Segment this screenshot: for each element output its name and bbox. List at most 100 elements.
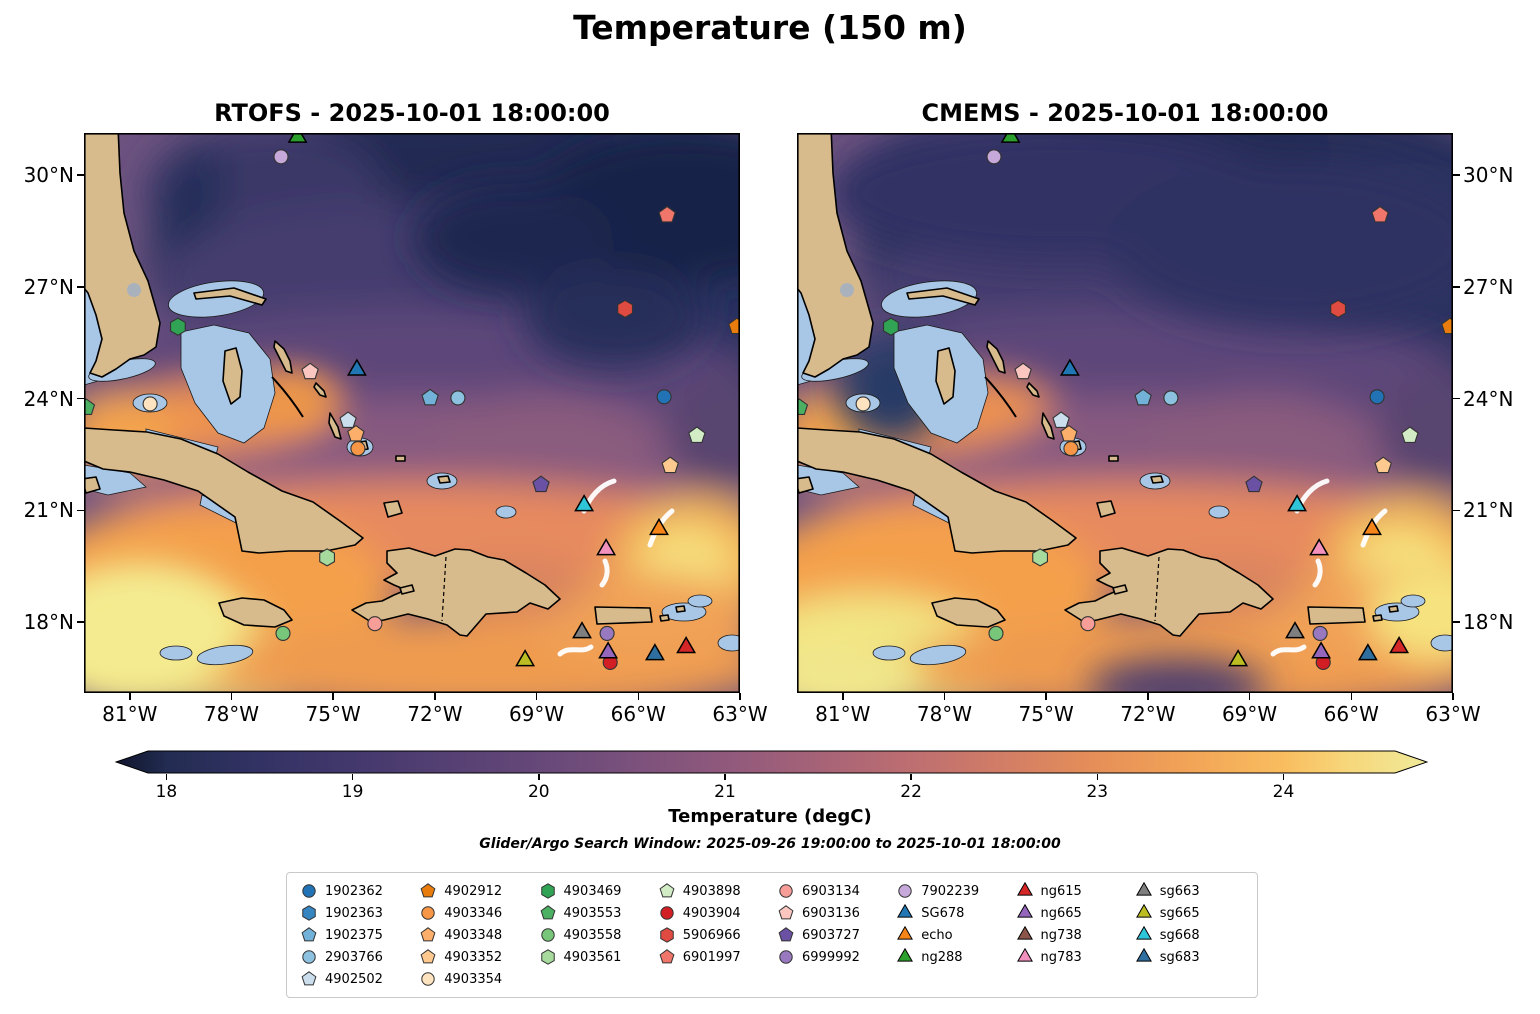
y-tick-mark xyxy=(1453,397,1460,400)
pentagon-marker-icon xyxy=(301,927,317,942)
legend-column-4: 4903898 4903904 5906966 6901997 xyxy=(657,881,768,989)
map-marker-4903561 xyxy=(1032,548,1049,567)
legend-item-6903136: 6903136 xyxy=(776,903,887,923)
circle-marker-icon xyxy=(421,972,435,986)
pentagon-marker-icon xyxy=(420,949,436,964)
legend-item-6999992: 6999992 xyxy=(776,947,887,967)
triangle-marker-icon xyxy=(1016,926,1033,940)
map-marker-echo xyxy=(649,517,669,536)
triangle-marker-icon xyxy=(1016,904,1033,918)
y-tick-mark xyxy=(77,174,84,176)
x-tick-label: 66°W xyxy=(610,702,666,726)
circle-marker-icon xyxy=(660,906,674,920)
legend-label: ng738 xyxy=(1040,927,1082,943)
legend-item-ng615: ng615 xyxy=(1015,881,1126,901)
map-marker-4903346 xyxy=(1063,441,1079,457)
triangle-marker-icon xyxy=(1016,882,1033,896)
x-tick-mark xyxy=(739,693,741,700)
y-tick-mark xyxy=(1453,286,1460,288)
map-marker-4903558 xyxy=(988,625,1004,641)
map-marker-4903898 xyxy=(1401,426,1419,443)
legend-item-4902912: 4902912 xyxy=(418,881,529,901)
legend-label: 6901997 xyxy=(682,949,741,965)
triangle-marker-icon xyxy=(897,904,914,918)
map-marker-4903469 xyxy=(882,317,899,336)
legend-column-8: sg663 sg665 sg668 sg683 xyxy=(1134,881,1245,989)
x-tick-label: 63°W xyxy=(712,702,768,726)
legend-column-2: 4902912 4903346 4903348 4903352 4903354 xyxy=(418,881,529,989)
legend-label: 1902375 xyxy=(325,927,383,943)
map-marker-sg665 xyxy=(515,649,536,667)
map-marker-2903766 xyxy=(450,390,466,406)
y-tick-label: 30°N xyxy=(23,163,74,188)
legend-item-6903134: 6903134 xyxy=(776,881,887,901)
x-tick-label: 66°W xyxy=(1323,702,1379,726)
legend-column-7: ng615 ng665 ng738 ng783 xyxy=(1015,881,1126,989)
legend-item-4902502: 4902502 xyxy=(299,969,410,989)
colorbar-tick-label: 18 xyxy=(155,782,178,802)
y-tick-mark xyxy=(1453,509,1460,512)
map-marker-6903134 xyxy=(367,616,383,632)
colorbar-tick-label: 21 xyxy=(714,782,736,802)
hexagon-marker-icon xyxy=(540,883,555,899)
colorbar-tick-mark xyxy=(1096,774,1099,780)
pentagon-marker-icon xyxy=(778,905,794,920)
legend-label: 6999992 xyxy=(802,949,860,965)
axes-frame xyxy=(797,133,1453,693)
x-tick-mark xyxy=(1452,693,1454,700)
legend-label: 6903136 xyxy=(802,905,860,921)
legend-item-4903348: 4903348 xyxy=(418,925,529,945)
legend-column-3: 4903469 4903553 4903558 4903561 xyxy=(538,881,649,989)
triangle-marker-icon xyxy=(897,948,914,962)
map-marker-6903136 xyxy=(1014,362,1032,380)
x-tick-mark xyxy=(1248,693,1251,700)
map-marker-4903354 xyxy=(142,396,158,412)
colorbar-tick-label: 23 xyxy=(1086,782,1109,802)
axes-frame xyxy=(84,133,740,693)
map-marker-6901997 xyxy=(658,205,676,223)
y-tick-label: 21°N xyxy=(1463,498,1514,523)
map-marker-echo xyxy=(1362,517,1382,536)
map-panel-rtofs xyxy=(84,133,740,693)
map-marker-5906966 xyxy=(617,299,634,319)
legend-item-SG678: SG678 xyxy=(895,903,1006,923)
rtofs-markers xyxy=(84,133,740,670)
legend-item-6903727: 6903727 xyxy=(776,925,887,945)
y-tick-mark xyxy=(1453,621,1460,623)
x-tick-label: 72°W xyxy=(1120,702,1176,726)
legend-item-ng288: ng288 xyxy=(895,947,1006,967)
x-tick-label: 78°W xyxy=(203,702,260,726)
x-tick-mark xyxy=(535,693,538,700)
y-tick-mark xyxy=(77,397,84,400)
map-marker-ng288 xyxy=(1000,133,1021,143)
x-tick-label: 69°W xyxy=(1221,702,1278,726)
y-tick-mark xyxy=(1453,174,1460,176)
x-tick-label: 69°W xyxy=(508,702,565,726)
map-marker-4903558 xyxy=(275,625,291,641)
x-tick-label: 63°W xyxy=(1425,702,1481,726)
y-tick-label: 18°N xyxy=(23,610,74,635)
legend-item-4903898: 4903898 xyxy=(657,881,768,901)
legend-label: 4903469 xyxy=(563,883,622,899)
colorbar-tick-label: 22 xyxy=(900,782,922,802)
legend-item-1902375: 1902375 xyxy=(299,925,410,945)
legend-item-sg668: sg668 xyxy=(1134,925,1245,945)
map-marker-sg683 xyxy=(1357,643,1378,661)
colorbar-label: Temperature (degC) xyxy=(668,806,872,827)
circle-marker-icon xyxy=(779,950,793,964)
colorbar xyxy=(115,750,1428,774)
legend-column-5: 6903134 6903136 6903727 6999992 xyxy=(776,881,887,989)
colorbar-tick-label: 19 xyxy=(341,782,364,802)
legend-item-4903354: 4903354 xyxy=(418,969,529,989)
circle-marker-icon xyxy=(779,884,793,898)
hexagon-marker-icon xyxy=(660,927,674,943)
legend-label: ng615 xyxy=(1040,883,1082,899)
x-tick-label: 75°W xyxy=(1018,702,1074,726)
map-marker-4903553 xyxy=(797,398,809,416)
map-marker-6901997 xyxy=(1371,205,1389,223)
x-tick-label: 75°W xyxy=(305,702,361,726)
map-marker-4903352 xyxy=(1374,456,1392,474)
triangle-marker-icon xyxy=(1135,926,1152,940)
map-marker-ng615 xyxy=(1389,635,1410,654)
legend-label: 2903766 xyxy=(325,949,383,965)
